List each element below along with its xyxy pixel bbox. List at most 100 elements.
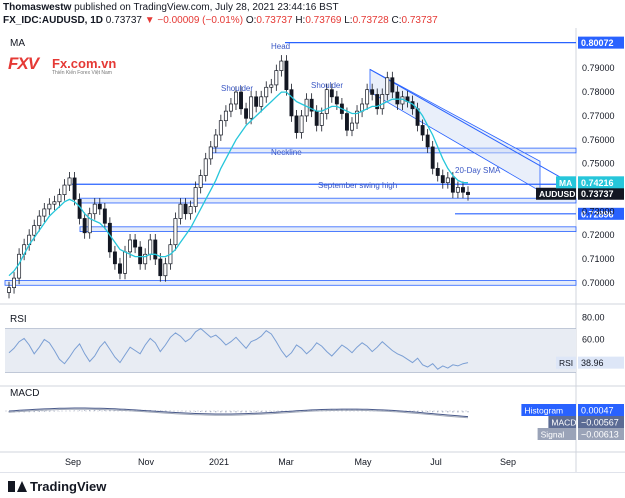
symbol[interactable]: FX_IDC:AUDUSD, 1D: [3, 15, 104, 26]
candle-body: [395, 91, 400, 105]
sma-line: [8, 91, 468, 277]
candle-body: [37, 215, 42, 226]
candle-body: [455, 187, 460, 193]
candle-body: [158, 258, 163, 277]
candle-body: [289, 89, 294, 117]
candle-body: [123, 251, 127, 274]
candle-body: [350, 122, 354, 131]
annotation-label: September swing high: [318, 181, 397, 190]
rsi-name-label: RSI: [559, 358, 573, 368]
candle-body: [314, 110, 319, 126]
tradingview-logo[interactable]: TradingView: [8, 479, 106, 494]
candle-body: [299, 115, 304, 133]
candle-body: [324, 89, 329, 114]
symbol-tag-label: AUDUSD: [539, 189, 575, 199]
price-tick-label: 0.79000: [582, 63, 615, 73]
candle-body: [344, 113, 349, 131]
price-tick-label: 0.71000: [582, 254, 615, 264]
current-price-label: 0.73737: [581, 189, 614, 199]
candle-body: [420, 125, 425, 136]
zone-band: [79, 226, 577, 232]
candle-body: [57, 194, 62, 203]
candle-body: [82, 218, 87, 234]
macd-line: [8, 407, 469, 418]
candle-body: [294, 115, 299, 133]
candle-body: [385, 77, 390, 95]
chart-text: MA RSI MACD Head Shoulder Shoulder Neckline Sep…: [10, 38, 501, 399]
annotation-label: Neckline: [271, 148, 302, 157]
candle-body: [264, 86, 269, 98]
macd-name-tag: [548, 416, 576, 428]
candle-body: [112, 251, 117, 265]
macd-name-label: MACD: [551, 418, 576, 428]
price-tick-label: 0.78000: [582, 87, 615, 97]
signal-line: [8, 408, 469, 419]
macd-name-label: Histogram: [524, 406, 563, 416]
candle-body: [228, 103, 233, 112]
rsi-value-label: 38.96: [581, 358, 604, 368]
macd-value-label: −0.00613: [581, 430, 619, 440]
ohlc-o-label: O:: [245, 15, 257, 26]
candle-body: [128, 239, 133, 253]
candle-body: [466, 191, 470, 195]
candle-body: [118, 263, 122, 274]
level-price-label: 0.80072: [581, 38, 614, 48]
macd-value-tag: [578, 404, 624, 416]
sma-20-line: [8, 91, 468, 277]
candle-body: [223, 110, 228, 122]
price-axis[interactable]: 0.800720.741350.728960.790000.780000.770…: [521, 36, 624, 440]
candle-body: [143, 253, 148, 265]
price-tick-label: 0.73000: [582, 206, 615, 216]
symbol-tag: [536, 187, 576, 200]
time-tick-label: 2021: [209, 457, 229, 467]
current-price-tag: [578, 187, 624, 200]
candle-body: [153, 239, 158, 260]
candle-body: [67, 177, 72, 186]
ma-price-label: 0.74216: [581, 178, 614, 188]
zone-band: [4, 280, 577, 286]
candle-body: [274, 70, 279, 86]
candle-body: [32, 225, 37, 236]
candle-body: [425, 134, 430, 148]
time-tick-label: Sep: [500, 457, 516, 467]
candle-body: [133, 239, 138, 248]
time-tick-label: Sep: [65, 457, 81, 467]
macd-value-tag: [578, 428, 624, 440]
candle-body: [148, 239, 153, 255]
candle-body: [47, 203, 52, 210]
candle-body: [62, 184, 67, 195]
candle-body: [52, 201, 57, 205]
price-tick-label: 0.75000: [582, 159, 615, 169]
brand-logo: FXV Fx.com.vn Thiến Kiến Forex Việt Nam: [8, 54, 138, 76]
rsi-band: [5, 328, 576, 373]
symbol-info: FX_IDC:AUDUSD, 1D 0.73737 ▼ −0.00009 (−0…: [3, 15, 438, 26]
ohlc-l: 0.73728: [352, 15, 389, 26]
candle-body: [87, 213, 92, 234]
macd-name-tag: [521, 404, 576, 416]
ohlc-c: 0.73737: [401, 15, 438, 26]
last-price: 0.73737: [105, 15, 142, 26]
annotation-label: Head: [271, 42, 290, 51]
candle-body: [92, 203, 97, 215]
candle-body: [213, 134, 218, 148]
candle-body: [72, 177, 77, 200]
author[interactable]: Thomaswestw: [3, 2, 72, 13]
time-tick-label: Nov: [138, 457, 155, 467]
rsi-line: [8, 327, 469, 370]
candle-body: [370, 89, 375, 95]
level-lines: [72, 42, 576, 215]
candle-body: [183, 203, 188, 215]
candle-body: [309, 98, 314, 112]
time-axis[interactable]: Sep Nov 2021 Mar May Jul Sep: [65, 457, 516, 467]
candle-body: [284, 60, 289, 91]
rsi-name-tag: [556, 356, 576, 369]
price-tick-label: 0.77000: [582, 111, 615, 121]
candle-body: [234, 91, 238, 105]
candle-body: [259, 96, 264, 107]
level-price-tag: [578, 207, 624, 220]
chart-area[interactable]: 0.800720.741350.728960.790000.780000.770…: [0, 28, 625, 472]
candle-body: [279, 60, 284, 71]
footer: TradingView: [0, 472, 625, 498]
candle-body: [7, 287, 11, 293]
candle-body: [269, 84, 274, 88]
